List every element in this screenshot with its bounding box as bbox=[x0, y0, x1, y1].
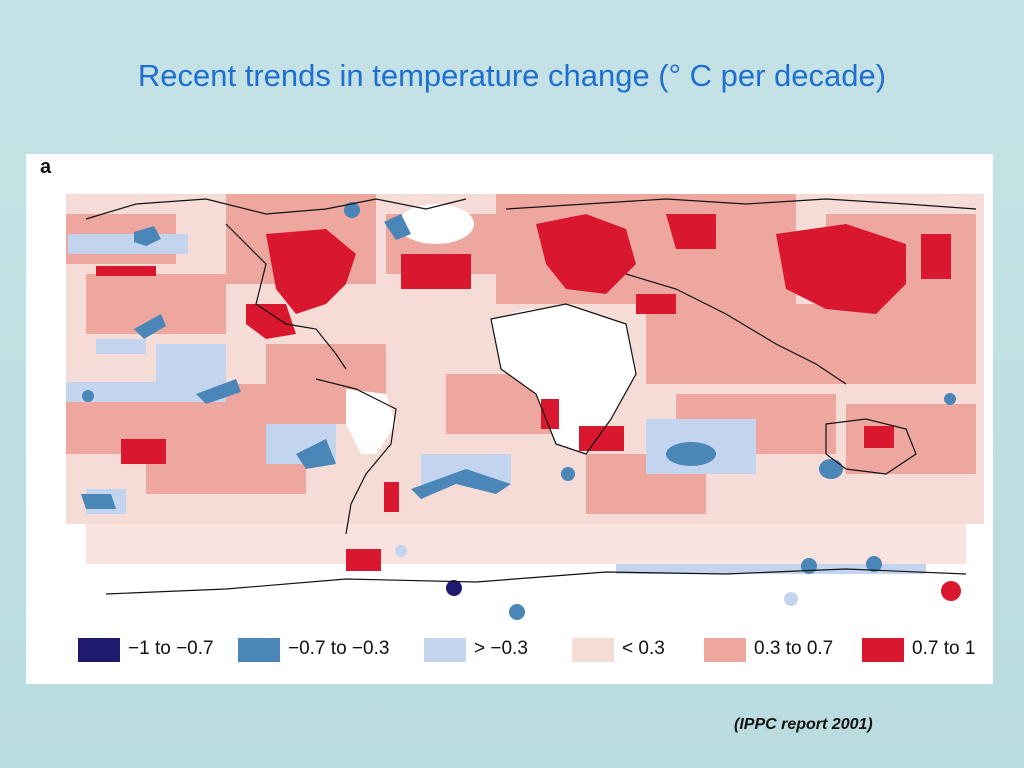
sahara-no-data bbox=[501, 309, 571, 349]
legend-swatch bbox=[78, 638, 120, 662]
legend-label: < 0.3 bbox=[622, 638, 665, 659]
world-temperature-map bbox=[66, 172, 984, 620]
arctic-no-data bbox=[398, 204, 474, 244]
coastlines bbox=[85, 198, 977, 595]
legend-swatch bbox=[238, 638, 280, 662]
legend-label: −1 to −0.7 bbox=[128, 638, 214, 659]
temperature-trend-map-figure: a −1 to −0.7 −0.7 to −0.3 > −0.3 < 0.3 0… bbox=[26, 154, 993, 684]
legend-swatch bbox=[862, 638, 904, 662]
legend-label: 0.3 to 0.7 bbox=[754, 638, 834, 659]
slide-title: Recent trends in temperature change (° C… bbox=[137, 58, 887, 93]
panel-label: a bbox=[40, 156, 52, 178]
southern-low-band bbox=[86, 524, 966, 564]
strong-cooling-point bbox=[446, 580, 462, 596]
citation: (IPPC report 2001) bbox=[734, 716, 873, 733]
legend-label: −0.7 to −0.3 bbox=[288, 638, 390, 659]
legend-label: 0.7 to 1 bbox=[912, 638, 976, 659]
legend-swatch bbox=[704, 638, 746, 662]
legend-swatch bbox=[572, 638, 614, 662]
legend-label: > −0.3 bbox=[474, 638, 528, 659]
strong-warming-regions bbox=[96, 214, 961, 601]
legend-swatch bbox=[424, 638, 466, 662]
south-america-no-data bbox=[346, 389, 396, 454]
moderate-cooling-regions bbox=[81, 202, 956, 620]
map-legend: −1 to −0.7 −0.7 to −0.3 > −0.3 < 0.3 0.3… bbox=[26, 632, 993, 672]
